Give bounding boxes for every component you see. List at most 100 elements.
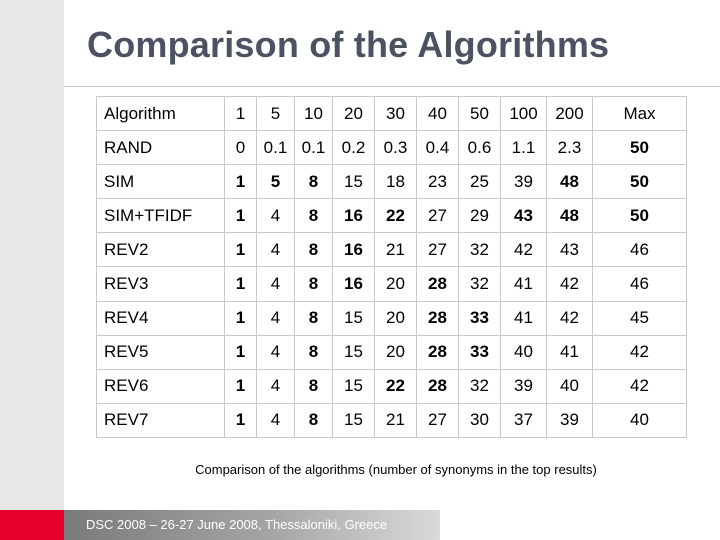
value-cell: 42 xyxy=(546,300,593,336)
value-cell: 25 xyxy=(458,164,501,200)
value-cell: 8 xyxy=(294,164,333,200)
value-cell: 29 xyxy=(458,198,501,234)
column-header: 30 xyxy=(374,95,417,132)
value-cell: 45 xyxy=(592,300,687,336)
value-cell: 50 xyxy=(592,198,687,234)
value-cell: 16 xyxy=(332,266,375,302)
footer-red-block xyxy=(0,510,64,540)
footer-bar xyxy=(64,510,440,540)
column-header: 20 xyxy=(332,95,375,132)
value-cell: 50 xyxy=(592,164,687,200)
value-cell: 33 xyxy=(458,300,501,336)
column-header: 50 xyxy=(458,95,501,132)
value-cell: 0.3 xyxy=(374,130,417,166)
value-cell: 8 xyxy=(294,368,333,404)
value-cell: 43 xyxy=(546,232,593,268)
value-cell: 27 xyxy=(416,198,459,234)
value-cell: 50 xyxy=(592,130,687,166)
value-cell: 40 xyxy=(592,402,687,439)
slide-title: Comparison of the Algorithms xyxy=(87,24,610,65)
value-cell: 4 xyxy=(256,402,295,439)
value-cell: 4 xyxy=(256,266,295,302)
value-cell: 32 xyxy=(458,266,501,302)
column-header: 200 xyxy=(546,95,593,132)
value-cell: 48 xyxy=(546,198,593,234)
column-header: 1 xyxy=(224,95,257,132)
table-row: SIM+TFIDF 1 4 8 16 22 27 29 43 48 50 xyxy=(96,198,687,234)
algorithm-name-cell: REV3 xyxy=(96,266,225,302)
value-cell: 23 xyxy=(416,164,459,200)
value-cell: 4 xyxy=(256,300,295,336)
value-cell: 42 xyxy=(500,232,547,268)
table-row: REV3 1 4 8 16 20 28 32 41 42 46 xyxy=(96,266,687,302)
value-cell: 0 xyxy=(224,130,257,166)
algorithm-name-cell: REV2 xyxy=(96,232,225,268)
value-cell: 20 xyxy=(374,266,417,302)
value-cell: 27 xyxy=(416,402,459,439)
value-cell: 2.3 xyxy=(546,130,593,166)
table-row: REV6 1 4 8 15 22 28 32 39 40 42 xyxy=(96,368,687,404)
table-row: REV5 1 4 8 15 20 28 33 40 41 42 xyxy=(96,334,687,370)
table-header-row: Algorithm 1 5 10 20 30 40 50 100 200 Max xyxy=(96,95,687,132)
value-cell: 15 xyxy=(332,368,375,404)
table-row: REV7 1 4 8 15 21 27 30 37 39 40 xyxy=(96,402,687,439)
value-cell: 27 xyxy=(416,232,459,268)
algorithm-name-cell: RAND xyxy=(96,130,225,166)
value-cell: 1 xyxy=(224,198,257,234)
value-cell: 32 xyxy=(458,232,501,268)
value-cell: 43 xyxy=(500,198,547,234)
value-cell: 4 xyxy=(256,232,295,268)
title-divider xyxy=(64,86,720,87)
value-cell: 1 xyxy=(224,164,257,200)
value-cell: 28 xyxy=(416,368,459,404)
value-cell: 4 xyxy=(256,368,295,404)
value-cell: 0.1 xyxy=(294,130,333,166)
value-cell: 0.4 xyxy=(416,130,459,166)
value-cell: 15 xyxy=(332,402,375,439)
value-cell: 41 xyxy=(500,266,547,302)
value-cell: 8 xyxy=(294,402,333,439)
value-cell: 1.1 xyxy=(500,130,547,166)
column-header-algorithm: Algorithm xyxy=(96,95,225,132)
footer-text: DSC 2008 – 26-27 June 2008, Thessaloniki… xyxy=(86,517,388,532)
algorithm-name-cell: REV5 xyxy=(96,334,225,370)
comparison-table: Algorithm 1 5 10 20 30 40 50 100 200 Max RAND 0 0.1 0.… xyxy=(96,95,687,439)
value-cell: 41 xyxy=(546,334,593,370)
value-cell: 1 xyxy=(224,266,257,302)
value-cell: 28 xyxy=(416,334,459,370)
algorithm-name-cell: REV6 xyxy=(96,368,225,404)
algorithm-name-cell: REV7 xyxy=(96,402,225,439)
column-header: 5 xyxy=(256,95,295,132)
value-cell: 22 xyxy=(374,368,417,404)
column-header: Max xyxy=(592,95,687,132)
value-cell: 5 xyxy=(256,164,295,200)
value-cell: 15 xyxy=(332,300,375,336)
algorithm-name-cell: REV4 xyxy=(96,300,225,336)
value-cell: 0.6 xyxy=(458,130,501,166)
value-cell: 16 xyxy=(332,232,375,268)
table-body: Algorithm 1 5 10 20 30 40 50 100 200 Max RAND 0 0.1 0.… xyxy=(96,95,687,439)
table-row: SIM 1 5 8 15 18 23 25 39 48 50 xyxy=(96,164,687,200)
value-cell: 30 xyxy=(458,402,501,439)
value-cell: 39 xyxy=(546,402,593,439)
value-cell: 16 xyxy=(332,198,375,234)
table-caption: Comparison of the algorithms (number of … xyxy=(195,462,597,477)
value-cell: 32 xyxy=(458,368,501,404)
value-cell: 20 xyxy=(374,334,417,370)
left-sidebar-band xyxy=(0,0,64,540)
algorithm-name-cell: SIM xyxy=(96,164,225,200)
value-cell: 4 xyxy=(256,334,295,370)
value-cell: 8 xyxy=(294,266,333,302)
value-cell: 39 xyxy=(500,368,547,404)
value-cell: 15 xyxy=(332,164,375,200)
value-cell: 42 xyxy=(592,368,687,404)
value-cell: 15 xyxy=(332,334,375,370)
value-cell: 8 xyxy=(294,300,333,336)
value-cell: 41 xyxy=(500,300,547,336)
value-cell: 8 xyxy=(294,334,333,370)
value-cell: 39 xyxy=(500,164,547,200)
algorithm-name-cell: SIM+TFIDF xyxy=(96,198,225,234)
table-row: REV4 1 4 8 15 20 28 33 41 42 45 xyxy=(96,300,687,336)
value-cell: 1 xyxy=(224,232,257,268)
value-cell: 21 xyxy=(374,232,417,268)
